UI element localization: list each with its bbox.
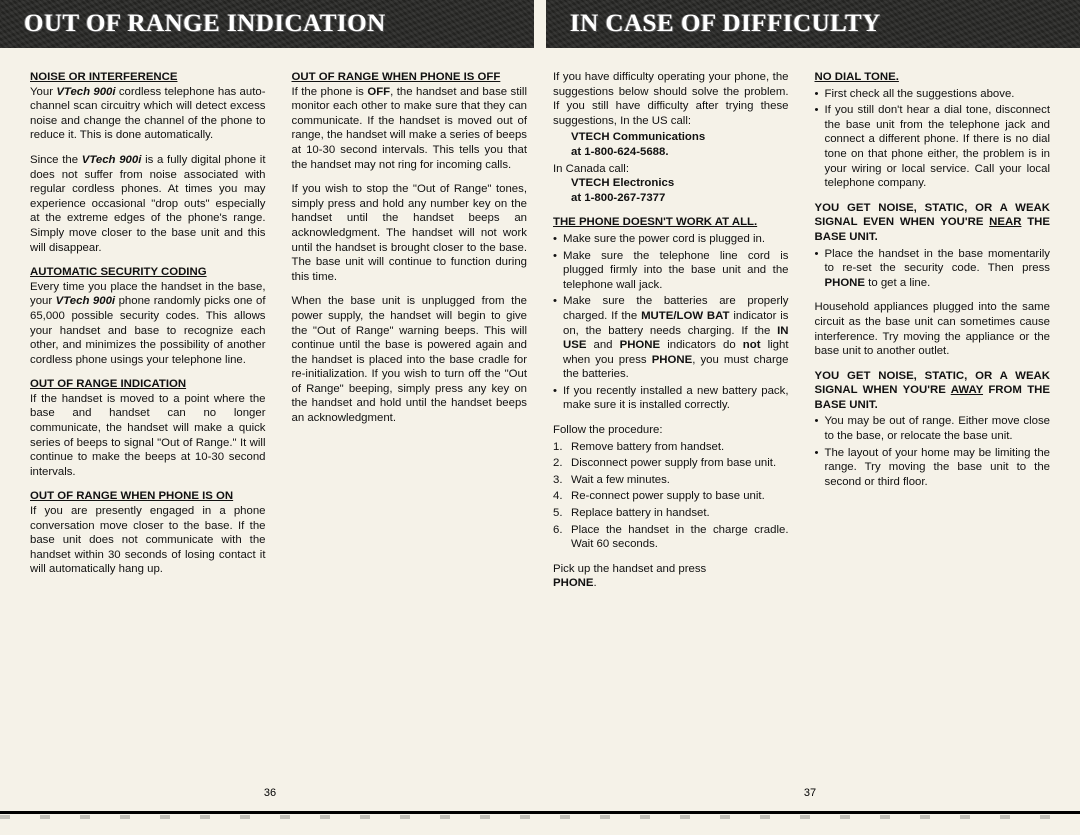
list-item: You may be out of range. Either move clo… [815,414,1051,443]
list-item: First check all the suggestions above. [815,87,1051,102]
troubleshoot-list: Make sure the power cord is plugged in. … [553,232,789,413]
follow-procedure-label: Follow the procedure: [553,423,789,438]
heading-noise: NOISE OR INTERFERENCE Your VTech 900i co… [30,70,266,143]
heading-phone-off: OUT OF RANGE WHEN PHONE IS OFF If the ph… [292,70,528,172]
manual-spread: OUT OF RANGE INDICATION IN CASE OF DIFFI… [0,0,1080,835]
list-item: Remove battery from handset. [553,440,789,455]
para-intro: If you have difficulty operating your ph… [553,70,789,128]
column-3: If you have difficulty operating your ph… [553,70,789,601]
para-unplugged: When the base unit is unplugged from the… [292,294,528,425]
para-pickup: Pick up the handset and press PHONE. [553,562,789,591]
away-list: You may be out of range. Either move clo… [815,414,1051,489]
list-item: If you recently installed a new battery … [553,384,789,413]
contact-us: VTECH Communications at 1-800-624-5688. [553,130,789,159]
column-1: NOISE OR INTERFERENCE Your VTech 900i co… [30,70,266,601]
list-item: Disconnect power supply from base unit. [553,456,789,471]
heading-noise-near: YOU GET NOISE, STATIC, OR A WEAK SIGNAL … [815,201,1051,245]
list-item: Wait a few minutes. [553,473,789,488]
para-stop-tones: If you wish to stop the "Out of Range" t… [292,182,528,284]
banner-right-text: IN CASE OF DIFFICULTY [570,10,881,38]
list-item: Replace battery in handset. [553,506,789,521]
heading-doesnt-work: THE PHONE DOESN'T WORK AT ALL. [553,215,789,230]
banner-gap [534,0,546,48]
heading-out-of-range: OUT OF RANGE INDICATION If the handset i… [30,377,266,479]
bottom-rule [0,811,1080,821]
dialtone-list: First check all the suggestions above. I… [815,87,1051,191]
list-item: Make sure the power cord is plugged in. [553,232,789,247]
list-item: If you still don't hear a dial tone, dis… [815,103,1051,191]
procedure-steps: Remove battery from handset. Disconnect … [553,440,789,552]
heading-noise-away: YOU GET NOISE, STATIC, OR A WEAK SIGNAL … [815,369,1051,413]
page-number-left: 36 [0,787,540,799]
list-item: Make sure the telephone line cord is plu… [553,249,789,293]
heading-security: AUTOMATIC SECURITY CODING Every time you… [30,265,266,367]
near-list: Place the handset in the base momentaril… [815,247,1051,291]
list-item: Make sure the batteries are properly cha… [553,294,789,382]
page-number-right: 37 [540,787,1080,799]
list-item: Re-connect power supply to base unit. [553,489,789,504]
heading-phone-on: OUT OF RANGE WHEN PHONE IS ON If you are… [30,489,266,577]
para-appliances: Household appliances plugged into the sa… [815,300,1051,358]
page-numbers: 36 37 [0,787,1080,799]
list-item: The layout of your home may be limiting … [815,446,1051,490]
banner-out-of-range: OUT OF RANGE INDICATION [0,0,534,48]
banner-difficulty: IN CASE OF DIFFICULTY [546,0,1080,48]
column-4: NO DIAL TONE. First check all the sugges… [815,70,1051,601]
contact-canada: In Canada call: VTECH Electronics at 1-8… [553,162,789,206]
list-item: Place the handset in the charge cradle. … [553,523,789,552]
column-2: OUT OF RANGE WHEN PHONE IS OFF If the ph… [292,70,528,601]
content-columns: NOISE OR INTERFERENCE Your VTech 900i co… [0,48,1080,601]
para-digital: Since the VTech 900i is a fully digital … [30,153,266,255]
heading-no-dial-tone: NO DIAL TONE. [815,70,1051,85]
list-item: Place the handset in the base momentaril… [815,247,1051,291]
banner-left-text: OUT OF RANGE INDICATION [24,10,386,38]
